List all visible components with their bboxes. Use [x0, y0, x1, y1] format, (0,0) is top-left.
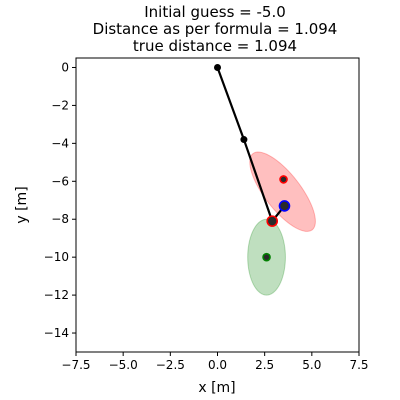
arm-joint-2 [240, 136, 248, 144]
arm-segment-1 [216, 66, 246, 141]
arm-joint-1 [214, 63, 221, 71]
axes: −7.5 −5.0 −2.5 0.0 2.5 5.0 7.5 0 −2 −4 −6 −8 −10 −12 −… [44, 57, 369, 372]
chart-title-line-2: Distance as per formula = 1.094 [93, 20, 338, 38]
x-tick-label: −2.5 [156, 358, 185, 372]
marker-1 [279, 175, 288, 184]
marker-4 [278, 200, 291, 212]
chart-title-line-1: Initial guess = -5.0 [144, 3, 286, 21]
x-tick-label: 2.5 [255, 358, 274, 372]
y-tick-label: −8 [51, 212, 69, 226]
arm-segment-2 [242, 138, 274, 223]
plot-area [214, 63, 316, 296]
x-tick-label: −5.0 [109, 358, 138, 372]
y-tick-label: −10 [44, 250, 69, 264]
y-tick-label: −4 [51, 136, 69, 150]
chart-title-line-3: true distance = 1.094 [133, 37, 297, 55]
y-axis-label: y [m] [14, 186, 30, 223]
y-tick-label: 0 [61, 60, 69, 74]
marker-2 [262, 252, 271, 262]
x-tick-label: 0.0 [208, 358, 227, 372]
y-tick-label: −6 [51, 174, 69, 188]
x-axis-label: x [m] [198, 380, 235, 396]
y-tick-label: −14 [44, 326, 69, 340]
x-tick-label: 5.0 [302, 358, 321, 372]
y-tick-label: −12 [44, 288, 69, 302]
y-tick-label: −2 [51, 98, 69, 112]
x-tick-label: 7.5 [349, 358, 368, 372]
ellipse-1 [249, 151, 316, 232]
x-tick-label: −7.5 [61, 358, 90, 372]
marker-3 [266, 215, 279, 227]
